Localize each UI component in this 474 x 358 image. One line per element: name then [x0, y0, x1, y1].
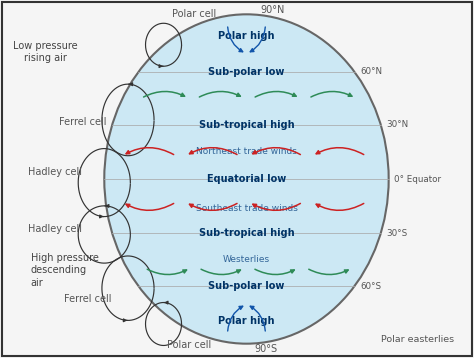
Text: Polar easterlies: Polar easterlies — [381, 335, 454, 344]
Text: 60°S: 60°S — [360, 281, 382, 291]
Text: High pressure
descending
air: High pressure descending air — [31, 253, 99, 288]
Text: Equatorial low: Equatorial low — [207, 174, 286, 184]
Text: Southeast trade winds: Southeast trade winds — [196, 204, 297, 213]
Text: Polar high: Polar high — [218, 316, 275, 326]
Ellipse shape — [104, 14, 389, 344]
Text: Hadley cell: Hadley cell — [27, 224, 82, 234]
Text: Polar high: Polar high — [218, 31, 275, 41]
Text: 90°S: 90°S — [254, 344, 277, 354]
Text: Hadley cell: Hadley cell — [27, 167, 82, 177]
Text: Sub-tropical high: Sub-tropical high — [199, 120, 294, 130]
Text: 90°N: 90°N — [260, 5, 285, 15]
Text: 0° Equator: 0° Equator — [394, 174, 441, 184]
Text: 30°N: 30°N — [386, 120, 409, 129]
Text: 60°N: 60°N — [360, 67, 382, 77]
Text: Polar cell: Polar cell — [172, 9, 217, 19]
Text: Ferrel cell: Ferrel cell — [64, 294, 111, 304]
Text: Sub-tropical high: Sub-tropical high — [199, 228, 294, 238]
Text: Polar cell: Polar cell — [167, 340, 212, 350]
Text: Westerlies: Westerlies — [223, 255, 270, 264]
Text: Low pressure
rising air: Low pressure rising air — [13, 41, 77, 63]
Text: Sub-polar low: Sub-polar low — [208, 67, 285, 77]
Text: Ferrel cell: Ferrel cell — [59, 117, 107, 127]
Text: Sub-polar low: Sub-polar low — [208, 281, 285, 291]
Text: Northeast trade winds: Northeast trade winds — [196, 146, 297, 155]
Text: 30°S: 30°S — [386, 229, 408, 238]
